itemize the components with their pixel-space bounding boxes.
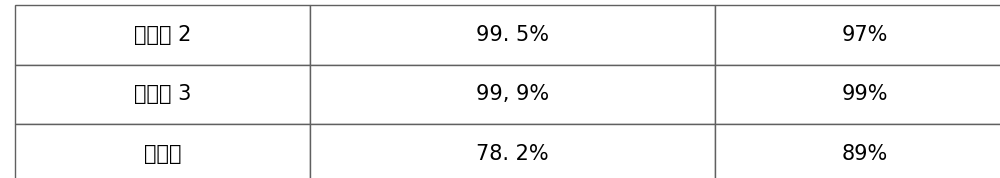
Bar <box>15 124 310 178</box>
Text: 99. 5%: 99. 5% <box>476 25 549 45</box>
Text: 89%: 89% <box>842 144 888 164</box>
Bar <box>715 65 1000 124</box>
Text: 99%: 99% <box>842 84 888 104</box>
Text: 97%: 97% <box>842 25 888 45</box>
Bar <box>715 5 1000 65</box>
Text: 78. 2%: 78. 2% <box>476 144 549 164</box>
Text: 实施例 2: 实施例 2 <box>134 25 191 45</box>
Text: 99, 9%: 99, 9% <box>476 84 549 104</box>
Text: 对比例: 对比例 <box>144 144 181 164</box>
Bar <box>310 124 715 178</box>
Bar <box>15 65 310 124</box>
Bar <box>715 124 1000 178</box>
Bar <box>15 5 310 65</box>
Text: 实施例 3: 实施例 3 <box>134 84 191 104</box>
Bar <box>310 65 715 124</box>
Bar <box>310 5 715 65</box>
